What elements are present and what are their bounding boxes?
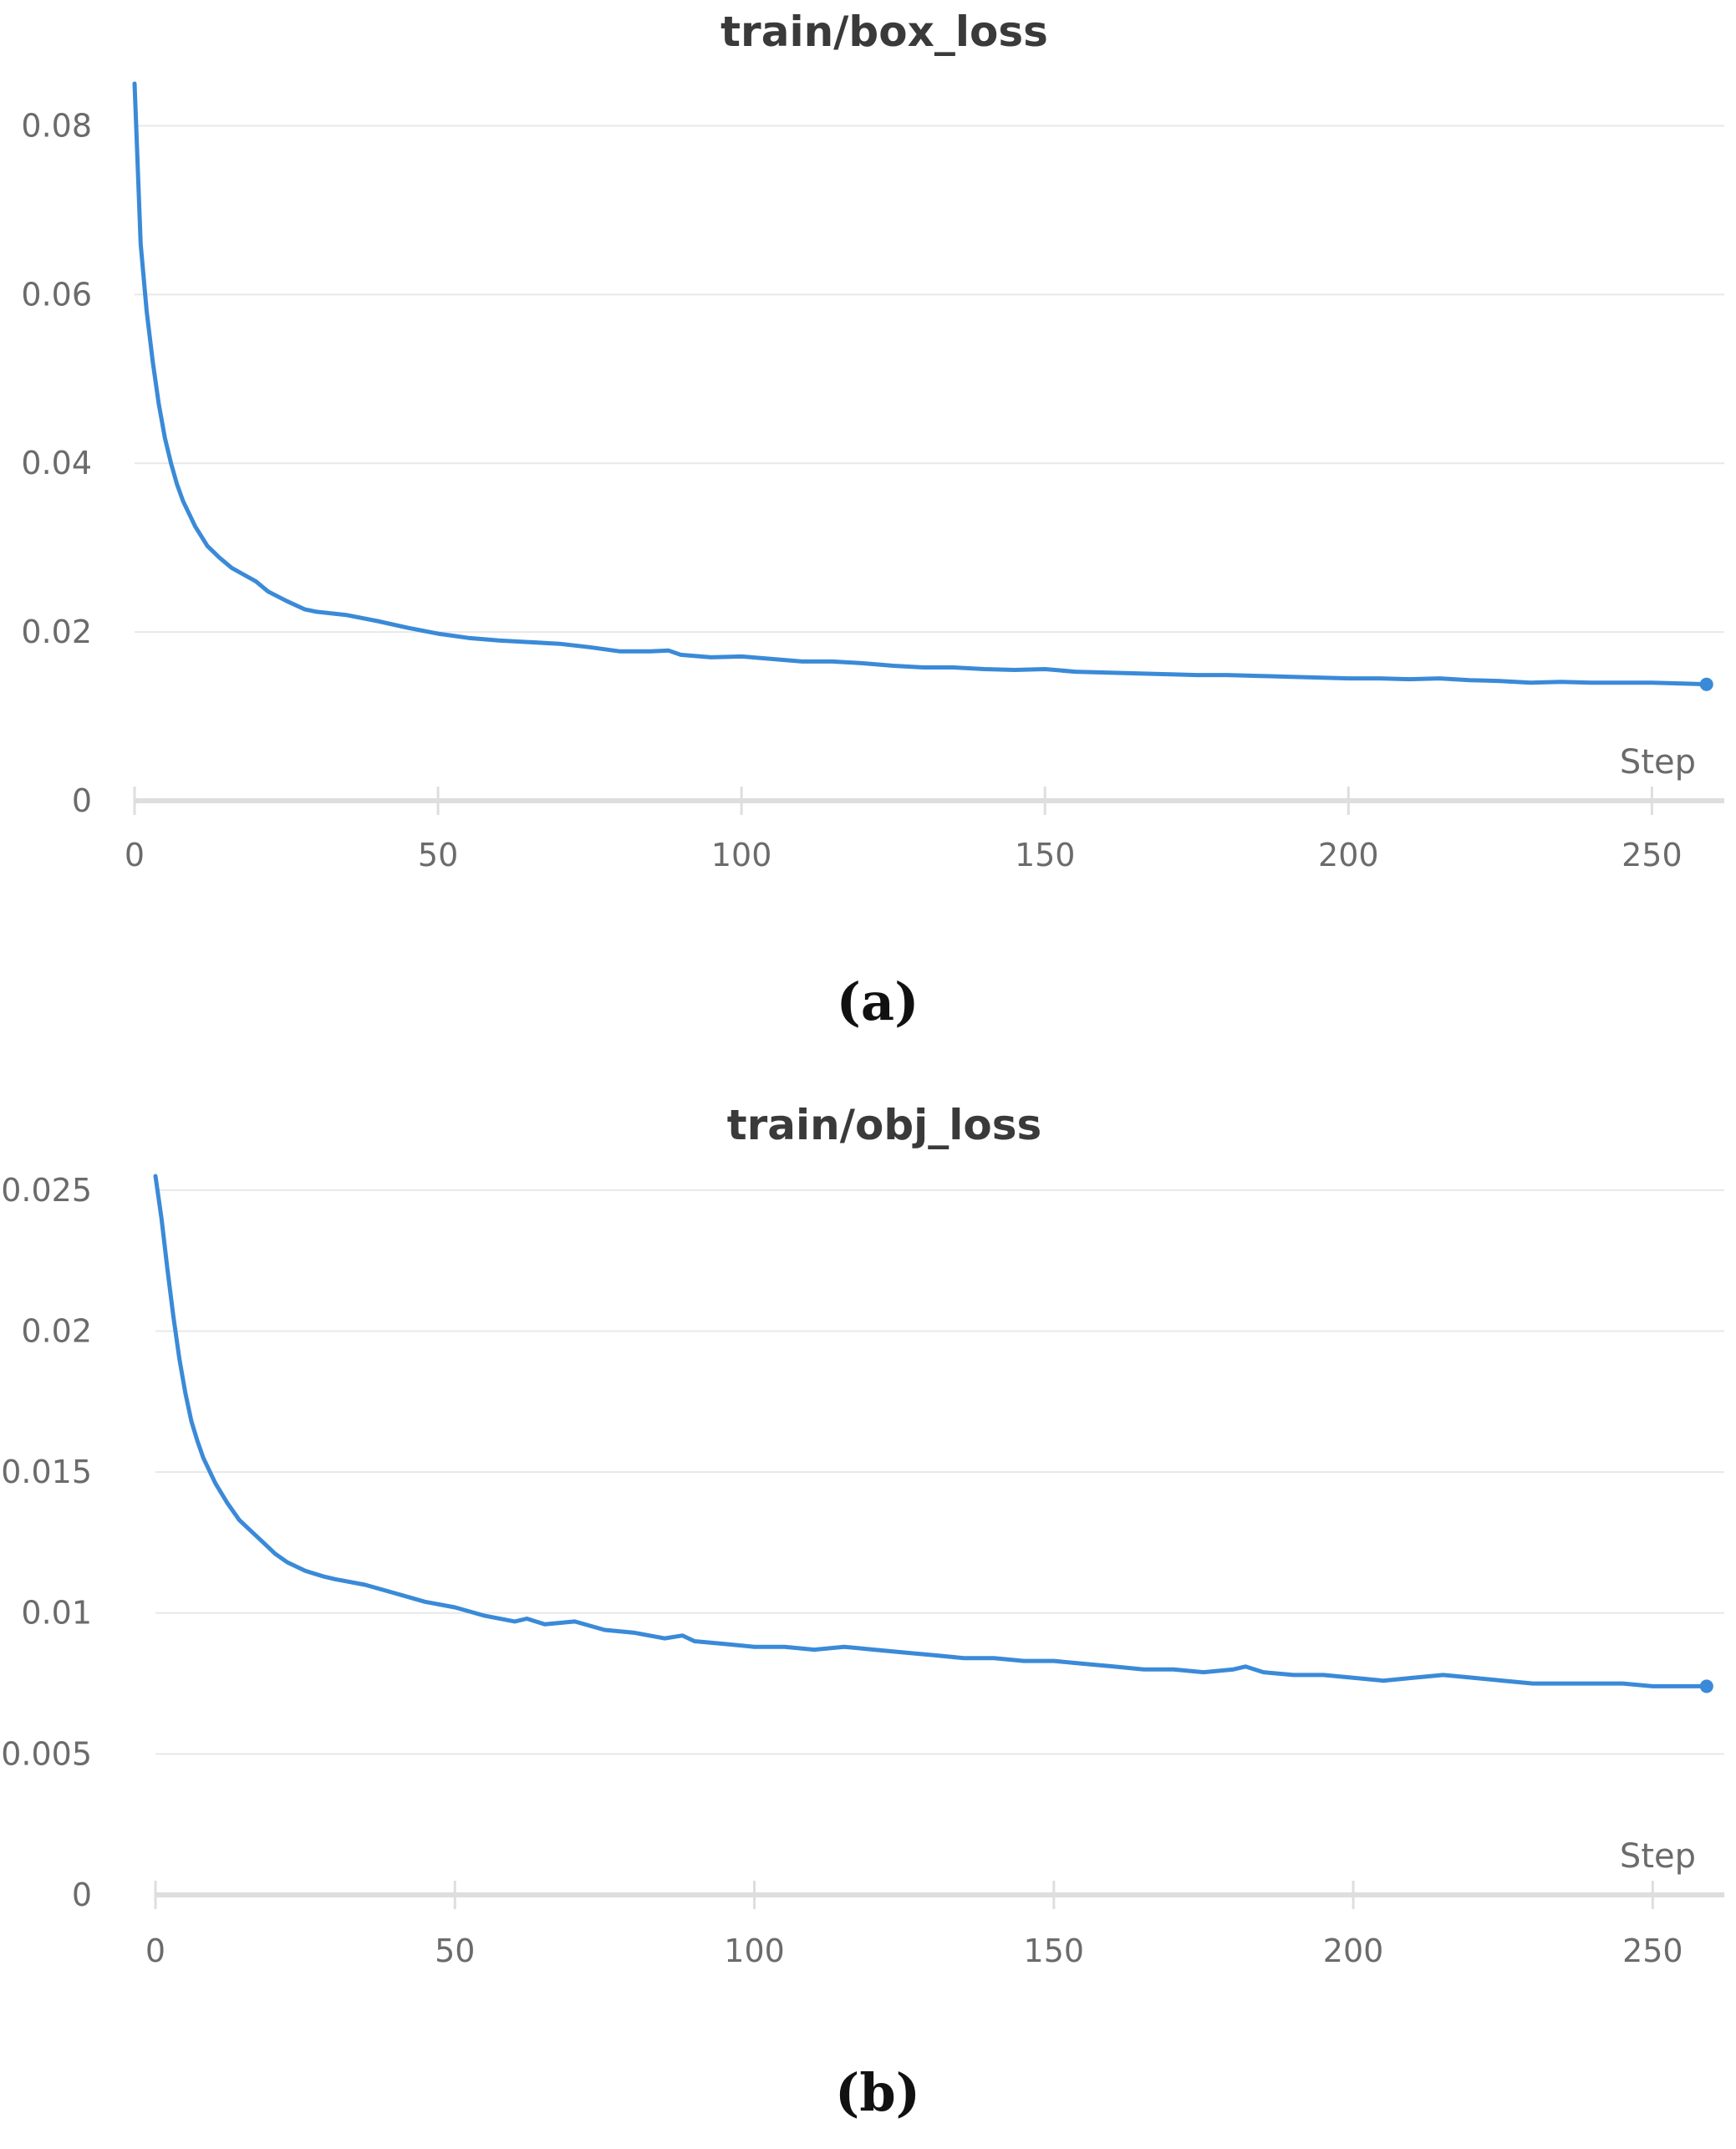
chart-panel-box-loss: train/box_loss 0 0.02 0.04 0.06 0.08 0 50 100 150… xyxy=(21,8,1724,1032)
x-tick-label: 250 xyxy=(1622,1933,1683,1969)
y-tick-label: 0.025 xyxy=(1,1172,92,1209)
x-tick-label: 150 xyxy=(1024,1933,1085,1969)
series-line xyxy=(153,1174,1709,1688)
x-tick-label: 50 xyxy=(418,837,458,873)
x-axis-label: Step xyxy=(1620,743,1696,782)
x-axis-label: Step xyxy=(1620,1837,1696,1876)
x-tick-label: 50 xyxy=(435,1933,475,1969)
x-tick-label: 150 xyxy=(1015,837,1076,873)
series-line xyxy=(132,81,1709,687)
figure-caption: (b) xyxy=(835,2062,920,2123)
series-end-point xyxy=(1699,1679,1713,1693)
y-tick-label: 0.08 xyxy=(21,107,92,144)
x-tick-label: 250 xyxy=(1621,837,1683,873)
y-tick-label: 0.04 xyxy=(21,445,92,481)
y-tick-label: 0.02 xyxy=(21,614,92,650)
figure-caption: (a) xyxy=(837,971,919,1032)
series-end-point xyxy=(1699,677,1713,691)
y-tick-label: 0 xyxy=(72,1877,92,1913)
chart-panel-obj-loss: train/obj_loss 0 0.005 0.01 0.015 0.02 0.025 0 5… xyxy=(1,1101,1724,2123)
chart-title: train/box_loss xyxy=(720,8,1048,56)
y-tick-label: 0.02 xyxy=(21,1312,92,1349)
x-tick-label: 100 xyxy=(711,837,772,873)
chart-title: train/obj_loss xyxy=(727,1101,1042,1149)
x-tick-label: 0 xyxy=(125,837,145,873)
x-tick-label: 0 xyxy=(145,1933,165,1969)
x-tick-label: 200 xyxy=(1318,837,1379,873)
y-tick-label: 0.01 xyxy=(21,1595,92,1632)
x-tick-label: 200 xyxy=(1323,1933,1384,1969)
y-tick-label: 0 xyxy=(72,782,92,819)
y-tick-label: 0.005 xyxy=(1,1735,92,1772)
y-tick-label: 0.015 xyxy=(1,1454,92,1490)
y-tick-label: 0.06 xyxy=(21,276,92,313)
x-tick-label: 100 xyxy=(724,1933,785,1969)
